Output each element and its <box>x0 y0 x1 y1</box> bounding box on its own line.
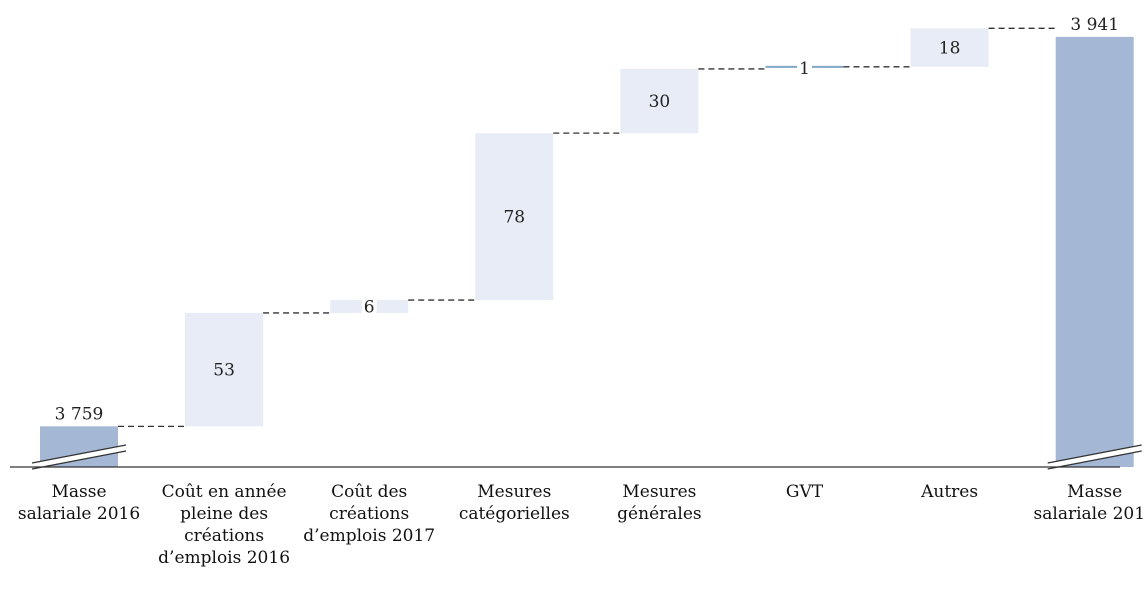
axis-break-line <box>31 450 127 470</box>
value-labels-group: 3 759 53 6 78 30 1 18 3 941 <box>55 15 1119 424</box>
axis-breaks-group <box>31 444 1142 470</box>
category-label: GVT <box>785 482 824 502</box>
bar-increment <box>475 133 554 301</box>
value-label: 30 <box>649 92 671 112</box>
value-label: 1 <box>799 59 810 79</box>
axis-break-line <box>1047 444 1142 464</box>
value-label: 3 941 <box>1070 15 1119 35</box>
axis-break-line <box>31 444 127 464</box>
bar-increment <box>620 68 699 134</box>
axis-break-gap <box>1047 445 1142 469</box>
bar-increment <box>910 28 989 67</box>
category-label: Coût en année pleine des créations d’emp… <box>158 482 291 568</box>
axis-break-line <box>1047 450 1142 470</box>
axis-break-gap <box>32 445 126 469</box>
value-label: 53 <box>213 361 235 381</box>
category-label: Mesures catégorielles <box>458 482 570 524</box>
value-label-bg <box>797 58 812 79</box>
value-label: 3 759 <box>55 404 104 424</box>
value-label-bg <box>361 297 377 318</box>
category-label: Coût des créations d’emplois 2017 <box>303 482 436 546</box>
value-label: 6 <box>364 298 375 318</box>
category-label: Mesures générales <box>617 482 702 524</box>
bars-group <box>40 28 1134 468</box>
category-label: Autres <box>921 482 979 502</box>
bar-increment <box>185 312 264 427</box>
value-label: 78 <box>503 208 525 228</box>
connectors-group <box>118 27 1056 427</box>
category-label: Masse salariale 2016 <box>17 482 141 524</box>
bar-total <box>1055 36 1134 468</box>
category-label: Masse salariale 2017 <box>1033 482 1144 524</box>
value-label: 18 <box>939 39 961 59</box>
